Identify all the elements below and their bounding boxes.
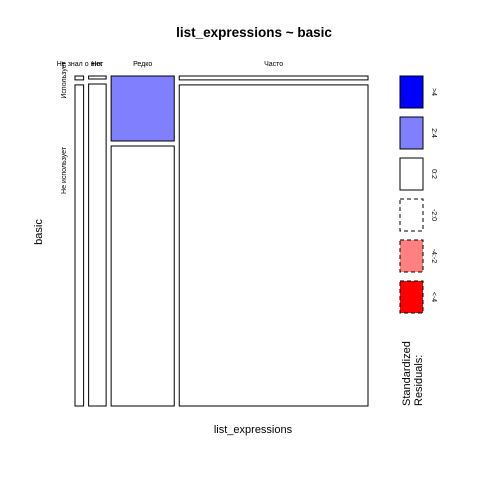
legend-swatch [400, 76, 423, 108]
mosaic-cell-item-1-0 [89, 76, 107, 79]
x-category-label: Редко [133, 61, 152, 68]
legend-title-line-2: Residuals: [413, 355, 425, 406]
mosaic-cell-item-1-1 [89, 84, 107, 406]
legend-title-line-1: Standardized [401, 341, 413, 406]
mosaic-cell-item-2-1 [111, 146, 174, 406]
x-category-label: Часто [264, 61, 283, 68]
legend-swatch [400, 240, 423, 272]
y-category-labels: Использует Не использует [61, 61, 68, 194]
legend-label: -4:-2 [430, 249, 437, 264]
legend-title: Standardized Residuals: [401, 338, 425, 406]
mosaic-cells [75, 76, 368, 406]
mosaic-cell-item-2-0 [111, 76, 174, 141]
legend: >4 2:4 0:2 -2:0 -4:-2 <-4 [400, 76, 437, 313]
legend-swatch [400, 281, 423, 313]
chart-title: list_expressions ~ basic [176, 25, 332, 40]
mosaic-cell-item-3-0 [179, 76, 368, 80]
legend-label: 2:4 [430, 128, 437, 138]
mosaic-cell-item-0-0 [75, 76, 84, 80]
mosaic-cell-item-0-1 [75, 85, 84, 406]
y-category-label: Не использует [61, 146, 68, 194]
x-axis-label: list_expressions [214, 424, 293, 436]
legend-label: <-4 [430, 292, 437, 302]
mosaic-cell-item-3-1 [179, 85, 368, 406]
legend-label: -2:0 [430, 209, 437, 221]
legend-label: 0:2 [430, 169, 437, 179]
legend-swatch [400, 117, 423, 149]
y-category-label: Использует [61, 61, 68, 99]
legend-label: >4 [430, 88, 437, 96]
legend-swatch [400, 158, 423, 190]
x-category-label: Нет [91, 61, 104, 68]
legend-swatch [400, 199, 423, 231]
y-axis-label: basic [33, 219, 45, 245]
